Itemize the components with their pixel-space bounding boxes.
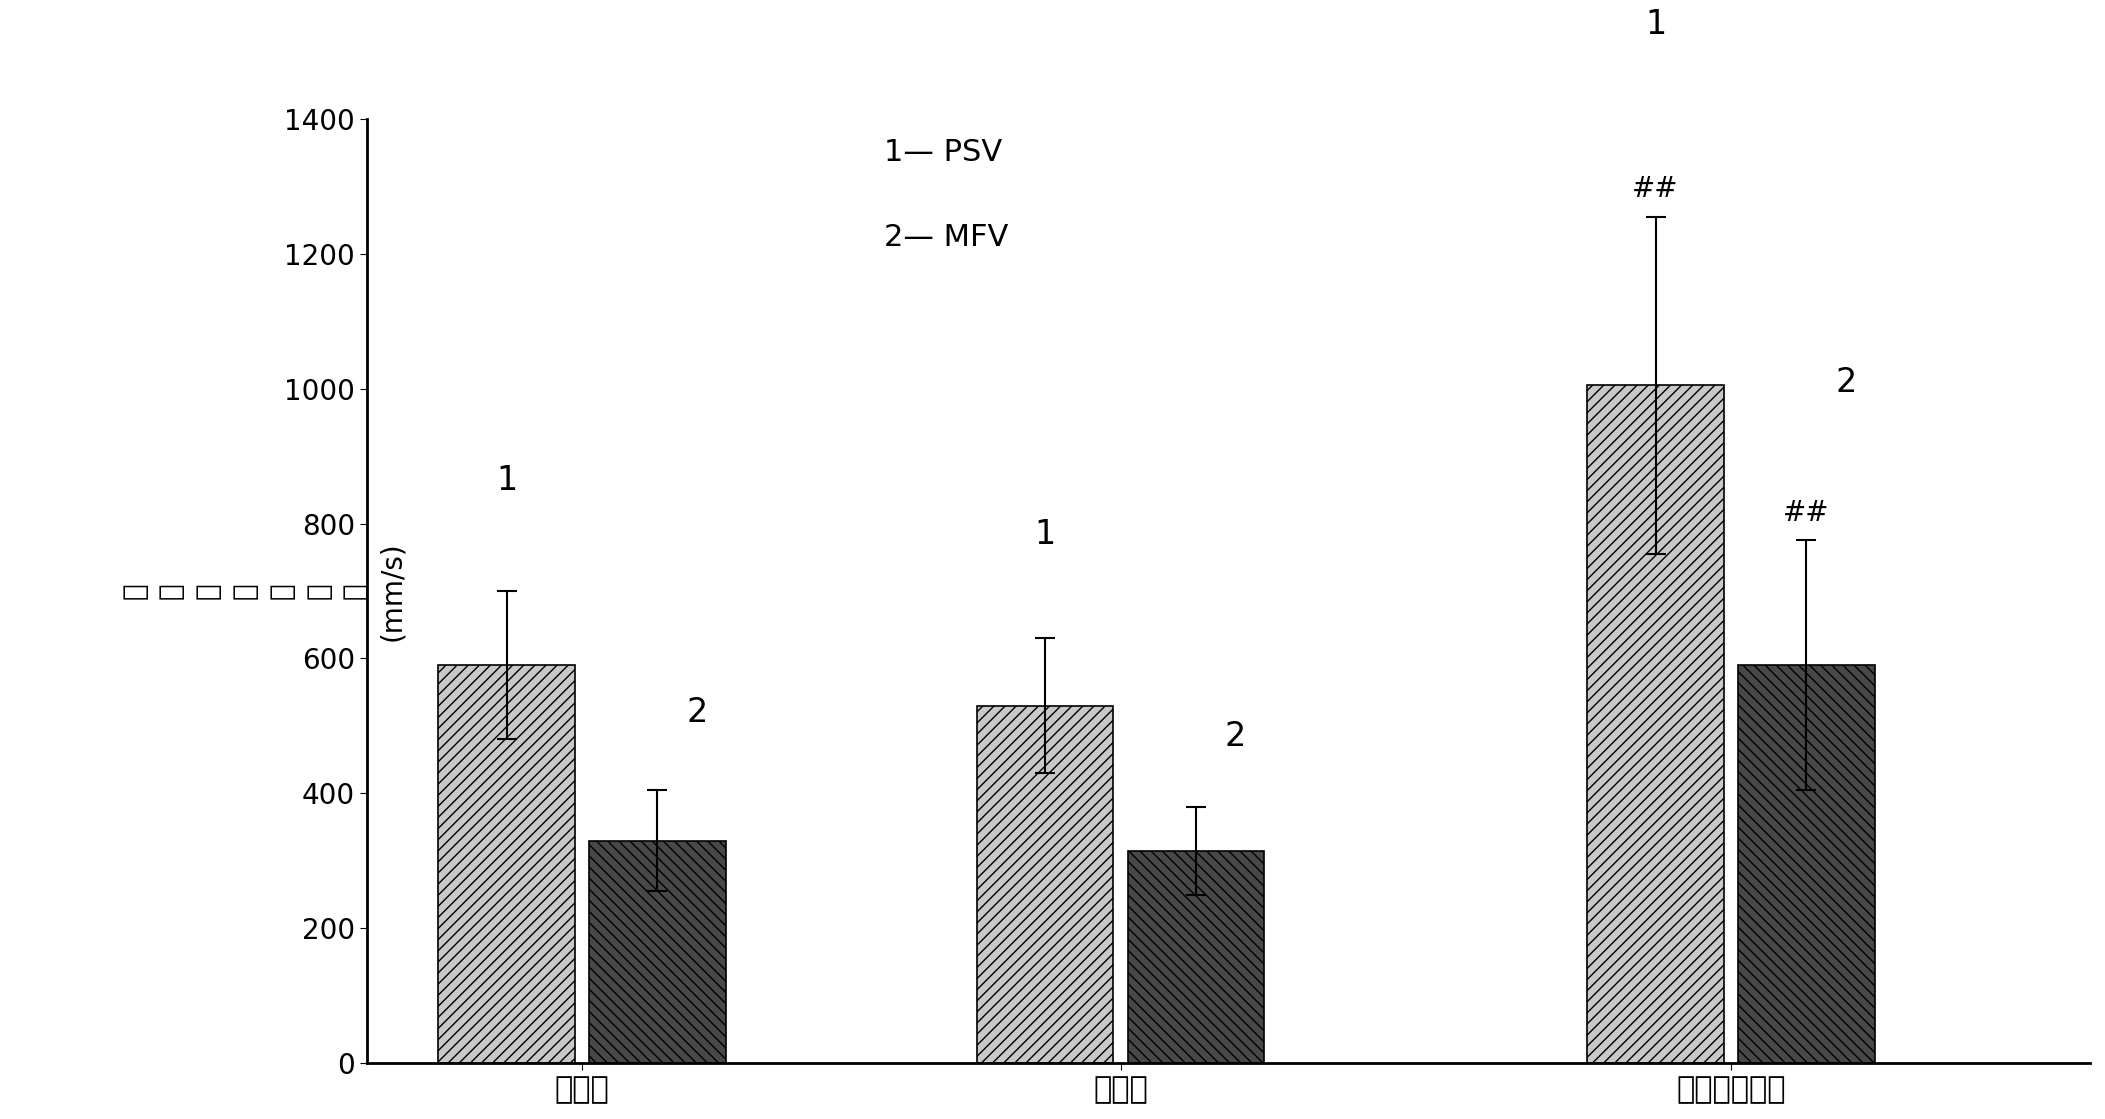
Bar bbox=[1739, 665, 1876, 1063]
Text: 1: 1 bbox=[497, 463, 518, 497]
Bar bbox=[1587, 385, 1724, 1063]
Text: 1: 1 bbox=[1644, 8, 1667, 41]
Bar bbox=[977, 706, 1114, 1063]
Text: 2: 2 bbox=[1836, 366, 1857, 398]
Text: ##: ## bbox=[1631, 175, 1680, 204]
Text: ##: ## bbox=[1783, 499, 1829, 527]
Bar bbox=[1128, 850, 1265, 1063]
Bar bbox=[438, 665, 575, 1063]
Text: 1— PSV: 1— PSV bbox=[884, 138, 1002, 167]
Text: 2— MFV: 2— MFV bbox=[884, 223, 1008, 252]
Text: 1: 1 bbox=[1034, 517, 1057, 551]
Y-axis label: 主
动
脉
弹
性
比
较
(mm/s): 主 动 脉 弹 性 比 较 (mm/s) bbox=[120, 542, 406, 641]
Text: 2: 2 bbox=[1225, 720, 1246, 753]
Bar bbox=[589, 840, 726, 1063]
Text: 2: 2 bbox=[686, 696, 707, 730]
